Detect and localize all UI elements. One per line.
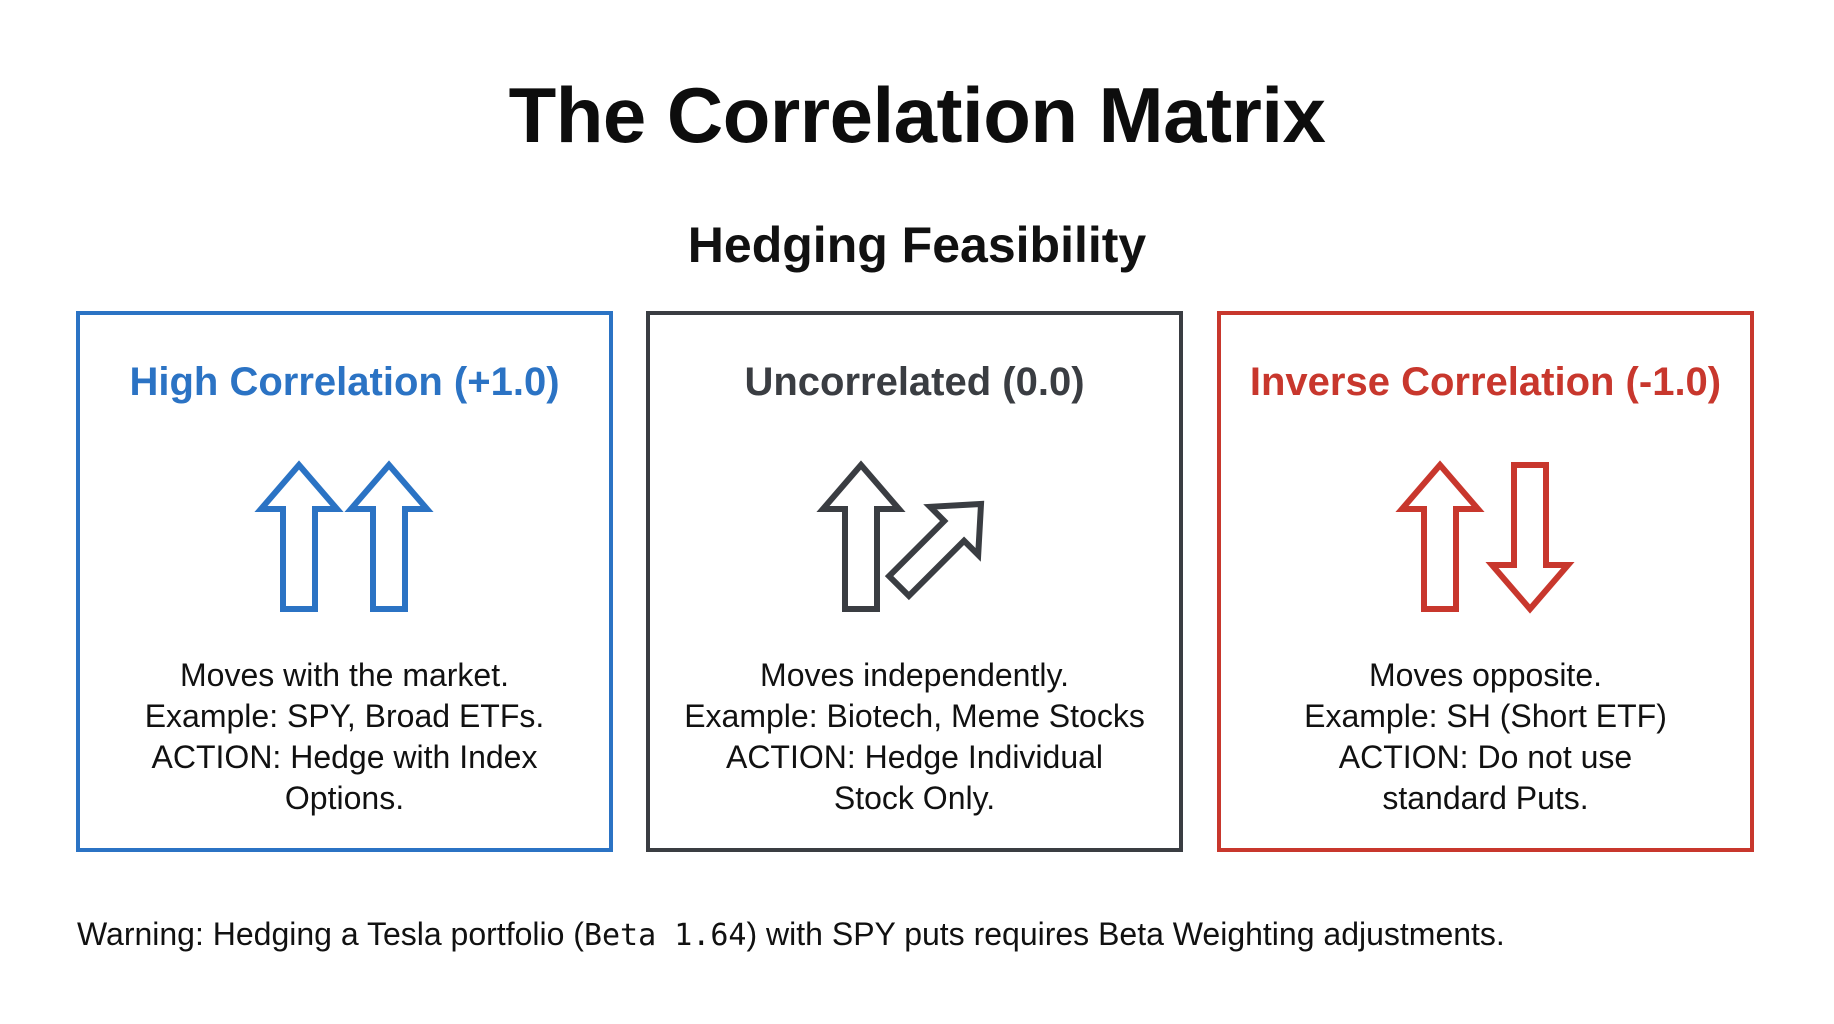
high-correlation-card: High Correlation (+1.0) Moves with the m… <box>76 311 613 852</box>
up-arrow-icon <box>343 460 434 612</box>
high-correlation-title: High Correlation (+1.0) <box>129 360 560 404</box>
description-line: standard Puts. <box>1382 780 1589 816</box>
description-line: Moves with the market. <box>180 657 509 693</box>
inverse-correlation-card: Inverse Correlation (-1.0) Moves opposit… <box>1217 311 1754 852</box>
uncorrelated-description: Moves independently. Example: Biotech, M… <box>650 655 1179 819</box>
uncorrelated-card: Uncorrelated (0.0) Moves independently. … <box>646 311 1183 852</box>
description-line: ACTION: Do not use <box>1338 739 1633 775</box>
description-line: Example: SH (Short ETF) <box>1304 698 1667 734</box>
page-title: The Correlation Matrix <box>508 71 1326 159</box>
description-line: Stock Only. <box>833 780 996 816</box>
description-line: Options. <box>284 780 405 816</box>
warning-suffix: ) with SPY puts requires Beta Weighting … <box>746 916 1505 952</box>
page-subtitle: Hedging Feasibility <box>687 217 1147 273</box>
warning-note: Warning: Hedging a Tesla portfolio (Beta… <box>77 916 1505 953</box>
uncorrelated-arrows-graphic <box>815 460 984 612</box>
warning-prefix: Warning: Hedging a Tesla portfolio ( <box>77 916 584 952</box>
up-arrow-icon <box>1394 460 1485 612</box>
high-correlation-arrows-graphic <box>253 460 434 612</box>
up-arrow-icon <box>815 460 906 612</box>
high-correlation-description: Moves with the market. Example: SPY, Bro… <box>80 655 609 819</box>
description-line: ACTION: Hedge Individual <box>725 739 1104 775</box>
description-line: ACTION: Hedge with Index <box>151 739 538 775</box>
high-correlation-arrows <box>80 455 609 615</box>
inverse-correlation-arrows-graphic <box>1394 460 1575 614</box>
inverse-correlation-title: Inverse Correlation (-1.0) <box>1249 360 1722 404</box>
up-arrow-icon <box>253 460 344 612</box>
description-line: Example: Biotech, Meme Stocks <box>684 698 1145 734</box>
uncorrelated-title: Uncorrelated (0.0) <box>744 360 1085 404</box>
inverse-correlation-arrows <box>1221 455 1750 615</box>
description-line: Moves opposite. <box>1368 657 1602 693</box>
inverse-correlation-description: Moves opposite. Example: SH (Short ETF) … <box>1221 655 1750 819</box>
description-line: Moves independently. <box>760 657 1069 693</box>
down-arrow-icon <box>1484 462 1575 614</box>
description-line: Example: SPY, Broad ETFs. <box>144 698 545 734</box>
beta-value: Beta 1.64 <box>583 918 747 953</box>
diagonal-arrow-icon <box>884 500 984 601</box>
uncorrelated-arrows <box>650 455 1179 615</box>
